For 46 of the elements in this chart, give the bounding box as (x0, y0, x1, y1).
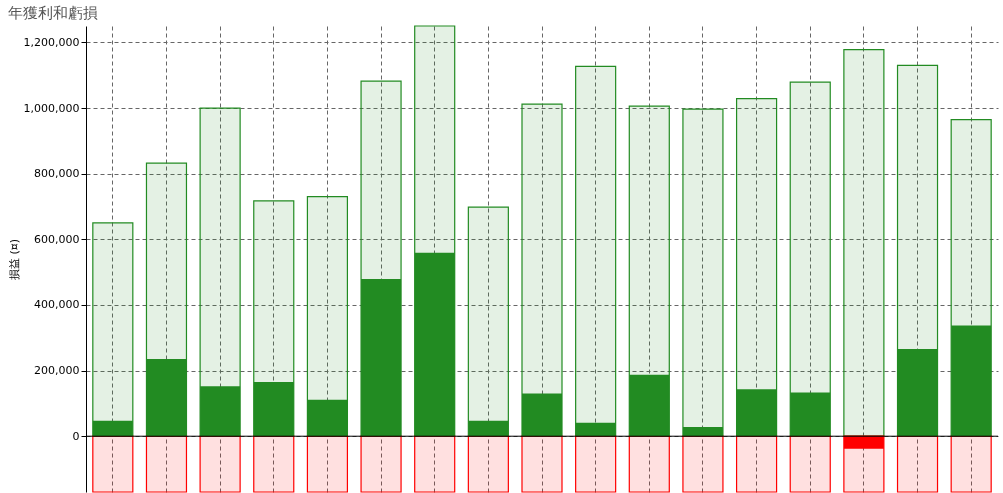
y-tick-label: 800,000 (34, 167, 80, 181)
bar (467, 435, 509, 493)
bar (146, 359, 187, 437)
bar (307, 399, 348, 437)
bar (145, 435, 188, 493)
bar (682, 435, 724, 493)
bar (789, 435, 831, 493)
bar (629, 374, 670, 437)
y-tick-label: 400,000 (34, 298, 80, 312)
bar (306, 435, 349, 493)
y-tick-label: 0 (72, 429, 80, 443)
bar (575, 422, 616, 437)
bar (360, 435, 402, 493)
bar (736, 389, 777, 437)
chart-title: 年獲利和虧損 (8, 4, 99, 23)
bar (682, 427, 723, 437)
bar (897, 348, 938, 437)
bar (735, 435, 778, 493)
bar (843, 49, 885, 437)
bar (199, 435, 241, 493)
bar (628, 435, 670, 493)
bar (253, 435, 295, 493)
bar (468, 420, 509, 437)
bar (575, 435, 617, 493)
bar (950, 435, 992, 493)
y-tick-label: 1,200,000 (23, 35, 80, 49)
y-tick-label: 1,000,000 (23, 101, 80, 115)
bar (414, 252, 455, 437)
bar (414, 435, 456, 493)
bar (682, 108, 724, 437)
y-axis-title: 損益 (¤) (7, 238, 21, 281)
bar (200, 386, 241, 437)
y-tick-label: 200,000 (34, 364, 80, 378)
bar (521, 435, 563, 493)
bar (575, 65, 617, 437)
bar (951, 325, 992, 437)
bar (92, 420, 133, 437)
bar (92, 222, 134, 437)
y-tick-label: 600,000 (34, 232, 80, 246)
bar (92, 435, 134, 493)
bar (790, 392, 831, 437)
bar (467, 206, 509, 437)
bar (253, 382, 294, 437)
bar (361, 279, 402, 437)
bar (896, 435, 939, 493)
bar (522, 393, 562, 437)
